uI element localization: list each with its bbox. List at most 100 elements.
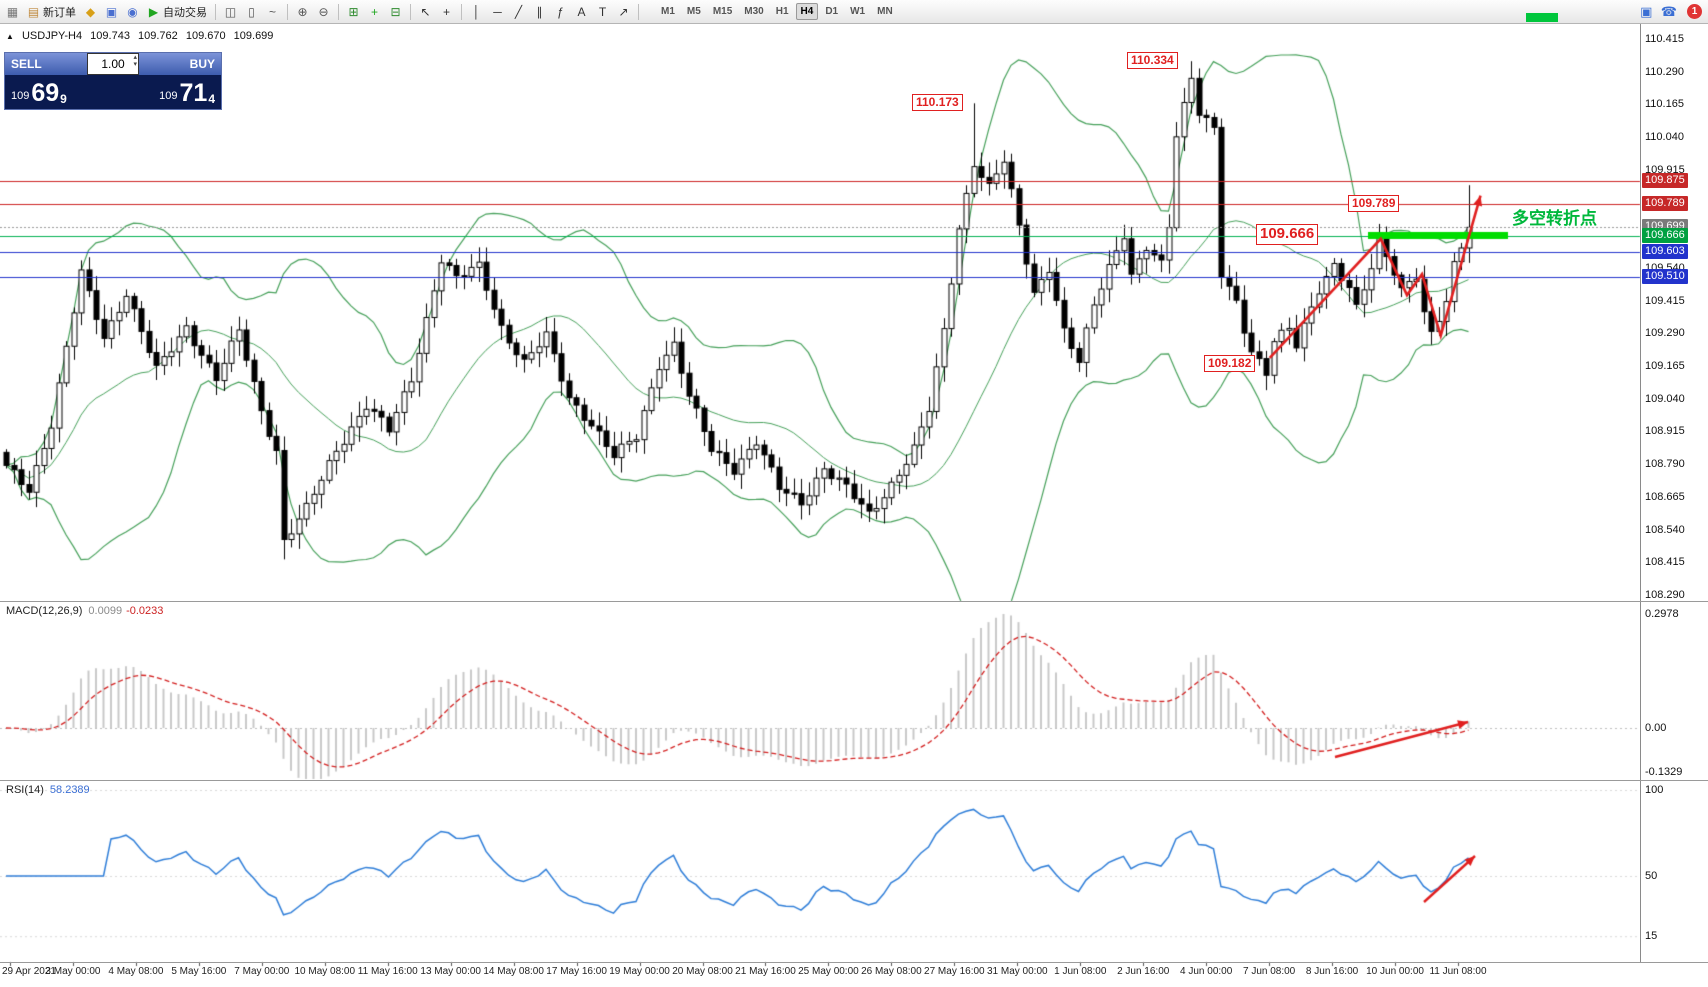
- time-axis-label: 27 May 16:00: [924, 966, 985, 977]
- time-axis-label: 5 May 16:00: [171, 966, 227, 977]
- timeframe-button-w1[interactable]: W1: [850, 6, 866, 17]
- timeframe-button-mn[interactable]: MN: [877, 6, 893, 17]
- volume-input[interactable]: 1.00 ▴ ▾: [87, 53, 139, 75]
- volume-increase-icon[interactable]: ▴: [133, 54, 137, 61]
- indicators-button[interactable]: +: [365, 2, 384, 22]
- contact-button[interactable]: ☎: [1658, 2, 1680, 22]
- timeframe-button-d1[interactable]: D1: [825, 6, 839, 17]
- time-axis[interactable]: 29 Apr 2021 3 May 00:00 4 May 08:00 5 May 1…: [0, 962, 1640, 982]
- rsi-scale-label: 100: [1645, 784, 1664, 796]
- time-axis-label: 25 May 00:00: [798, 966, 859, 977]
- volume-value: 1.00: [101, 57, 125, 71]
- new-order-button[interactable]: ▤ 新订单: [24, 2, 79, 22]
- time-axis-label: 2 Jun 16:00: [1117, 966, 1170, 977]
- toolbar-right-group: ▣ ☎ 1: [1636, 2, 1702, 22]
- tile-windows-button[interactable]: ⊞: [344, 2, 363, 22]
- autotrading-button[interactable]: ▶ 自动交易: [144, 2, 210, 22]
- time-axis-label: 21 May 16:00: [735, 966, 796, 977]
- timeframe-button-m1[interactable]: M1: [661, 6, 675, 17]
- timeframe-button-h4[interactable]: H4: [795, 3, 819, 20]
- bull-bear-note[interactable]: 多空转折点: [1512, 209, 1597, 228]
- price-annotation-109.182[interactable]: 109.182: [1204, 355, 1256, 372]
- arrow-tool-icon: ↗: [618, 4, 629, 19]
- horizontal-line-icon: ─: [493, 4, 502, 19]
- ohlc-open: 109.743: [90, 30, 130, 42]
- candlestick-chart-button[interactable]: ▯: [242, 2, 261, 22]
- price-annotation-109.789[interactable]: 109.789: [1348, 195, 1400, 212]
- price-scale-label: 110.040: [1645, 131, 1684, 144]
- favorites-button[interactable]: ◆: [81, 2, 100, 22]
- arrows-tool-button[interactable]: ↗: [614, 2, 633, 22]
- vertical-line-button[interactable]: │: [467, 2, 486, 22]
- notification-badge[interactable]: 1: [1687, 4, 1702, 19]
- toolbar-separator: [461, 3, 462, 20]
- price-annotation-110.334[interactable]: 110.334: [1127, 52, 1178, 69]
- price-annotation-109.666[interactable]: 109.666: [1256, 224, 1319, 245]
- sell-price-pip: 9: [60, 92, 67, 106]
- buy-button[interactable]: BUY: [139, 53, 221, 75]
- buy-price[interactable]: 109 71 4: [113, 75, 221, 109]
- text-button[interactable]: A: [572, 2, 591, 22]
- price-scale[interactable]: 110.415 110.290 110.165 110.040 109.915 109.5…: [1642, 0, 1708, 987]
- label-button[interactable]: T: [593, 2, 612, 22]
- zoom-in-icon: ⊕: [297, 4, 308, 19]
- price-badge-109.875: 109.875: [1642, 173, 1688, 189]
- rsi-scale-label: 50: [1645, 870, 1658, 882]
- macd-scale-label: 0.00: [1645, 722, 1667, 734]
- buy-label: BUY: [189, 57, 215, 71]
- autotrading-play-icon: ▶: [148, 4, 159, 19]
- price-scale-label: 108.540: [1645, 523, 1685, 536]
- ohlc-close: 109.699: [233, 30, 274, 42]
- crosshair-icon: +: [442, 4, 450, 19]
- timeframe-button-m5[interactable]: M5: [686, 6, 701, 17]
- timeframe-button-h1[interactable]: H1: [775, 6, 789, 17]
- sell-price[interactable]: 109 69 9: [5, 75, 113, 109]
- price-scale-label: 110.165: [1645, 98, 1684, 111]
- zoom-out-button[interactable]: ⊖: [314, 2, 333, 22]
- rsi-name: RSI(14): [6, 784, 44, 796]
- favorites-icon: ◆: [85, 4, 96, 19]
- phone-icon: ☎: [1660, 3, 1677, 19]
- profiles-button[interactable]: ▣: [102, 2, 121, 22]
- macd-scale-label: 0.2978: [1645, 608, 1679, 620]
- cursor-button[interactable]: ↖: [416, 2, 435, 22]
- zoom-in-button[interactable]: ⊕: [293, 2, 312, 22]
- time-axis-label: 26 May 08:00: [861, 966, 922, 977]
- horizontal-line-button[interactable]: ─: [488, 2, 507, 22]
- line-chart-button[interactable]: ~: [263, 2, 282, 22]
- panel-separator-main-macd[interactable]: [0, 601, 1708, 602]
- bar-chart-button[interactable]: ◫: [221, 2, 240, 22]
- trendline-button[interactable]: ╱: [509, 2, 528, 22]
- community-button[interactable]: ▣: [1637, 2, 1656, 22]
- line-chart-icon: ~: [268, 4, 276, 19]
- time-axis-label: 11 May 16:00: [357, 966, 418, 977]
- crosshair-button[interactable]: +: [437, 2, 456, 22]
- templates-button[interactable]: ⊟: [386, 2, 405, 22]
- fibonacci-button[interactable]: ƒ: [551, 2, 570, 22]
- time-axis-label: 1 Jun 08:00: [1054, 966, 1107, 977]
- chart-window-button[interactable]: ▦: [3, 2, 22, 22]
- support-icon: ◉: [127, 4, 138, 19]
- timeframe-button-m30[interactable]: M30: [744, 6, 764, 17]
- timeframe-button-m15[interactable]: M15: [712, 6, 733, 17]
- time-axis-label: 7 May 00:00: [234, 966, 290, 977]
- time-axis-label: 19 May 00:00: [609, 966, 670, 977]
- time-axis-label: 4 May 08:00: [108, 966, 164, 977]
- time-axis-label: 29 Apr 2021: [2, 966, 56, 977]
- price-scale-label: 108.665: [1645, 490, 1685, 503]
- fibonacci-icon: ƒ: [557, 4, 564, 19]
- bar-chart-icon: ◫: [224, 4, 237, 19]
- time-axis-label: 3 May 00:00: [45, 966, 101, 977]
- volume-decrease-icon[interactable]: ▾: [133, 61, 137, 68]
- sell-button[interactable]: SELL: [5, 53, 87, 75]
- chart-window-icon: ▦: [6, 4, 19, 19]
- support-button[interactable]: ◉: [123, 2, 142, 22]
- price-annotation-110.173[interactable]: 110.173: [912, 94, 963, 111]
- panel-separator-macd-rsi[interactable]: [0, 780, 1708, 781]
- price-scale-label: 109.915: [1645, 163, 1685, 176]
- profiles-icon: ▣: [105, 4, 118, 19]
- buy-price-prefix: 109: [159, 90, 178, 102]
- buy-price-big: 71: [179, 79, 208, 107]
- channel-button[interactable]: ∥: [530, 2, 549, 22]
